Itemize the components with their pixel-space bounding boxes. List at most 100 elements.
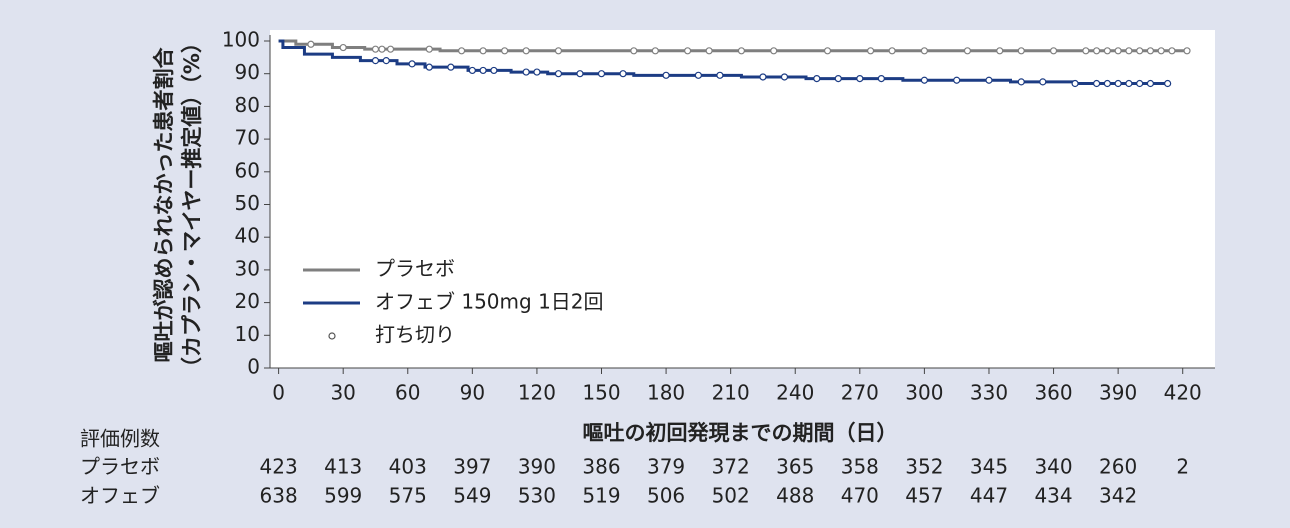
risk-table-title: 評価例数 [80, 427, 160, 451]
risk-value: 506 [647, 484, 685, 508]
censor-mark [522, 47, 530, 55]
censor-mark [457, 47, 466, 55]
risk-value: 365 [776, 455, 814, 479]
censor-mark [1017, 47, 1025, 55]
censor-mark [1093, 79, 1101, 88]
censor-mark [1039, 78, 1047, 86]
censor-mark [1071, 79, 1079, 88]
censor-mark [856, 75, 864, 83]
risk-value: 470 [841, 484, 879, 508]
risk-value: 345 [970, 455, 1008, 479]
censor-mark [1125, 47, 1133, 55]
x-tick-label: 300 [905, 381, 943, 405]
y-tick-label: 60 [235, 158, 260, 182]
plot-area [270, 30, 1215, 368]
legend-label: プラセボ [375, 257, 455, 281]
censor-mark [963, 47, 972, 55]
censor-mark [1164, 79, 1172, 88]
risk-value: 379 [647, 455, 685, 479]
censor-mark [1103, 79, 1111, 88]
censor-mark [1049, 47, 1058, 55]
censor-mark [759, 73, 767, 81]
censor-mark [1157, 47, 1165, 55]
censor-mark [619, 70, 627, 78]
risk-value: 530 [518, 484, 556, 508]
censor-mark [378, 45, 386, 53]
risk-value: 423 [260, 455, 298, 479]
censor-mark [920, 76, 928, 84]
censor-mark [877, 75, 885, 83]
x-tick-label: 330 [970, 381, 1008, 405]
risk-row-name: オフェブ [80, 484, 160, 508]
censor-mark [630, 47, 638, 55]
censor-mark [1183, 47, 1191, 55]
legend-label: オフェブ 150mg 1日2回 [375, 290, 604, 314]
censor-mark [479, 47, 487, 55]
risk-value: 434 [1034, 484, 1072, 508]
x-tick-label: 420 [1164, 381, 1202, 405]
risk-value: 386 [582, 455, 620, 479]
censor-mark [834, 75, 842, 83]
x-tick-label: 90 [460, 381, 485, 405]
risk-row-name: プラセボ [80, 455, 160, 479]
y-tick-label: 0 [247, 355, 260, 379]
y-tick-label: 90 [235, 60, 260, 84]
censor-mark [554, 70, 563, 78]
censor-mark [953, 76, 961, 84]
censor-mark [716, 71, 724, 79]
risk-value: 352 [905, 455, 943, 479]
y-tick-label: 40 [235, 224, 260, 248]
x-tick-label: 360 [1034, 381, 1072, 405]
risk-value: 638 [260, 484, 298, 508]
censor-mark [780, 73, 789, 81]
y-tick-label: 100 [222, 28, 260, 52]
censor-mark [371, 57, 380, 65]
censor-mark [684, 47, 692, 55]
censor-mark [576, 70, 584, 78]
risk-value: 390 [518, 455, 556, 479]
risk-value: 519 [582, 484, 620, 508]
risk-value: 372 [712, 455, 750, 479]
censor-mark [705, 47, 713, 55]
censor-mark [1146, 79, 1155, 88]
censor-mark [425, 45, 433, 53]
risk-value: 502 [712, 484, 750, 508]
censor-mark [985, 76, 993, 84]
risk-value: 403 [389, 455, 427, 479]
censor-mark [996, 47, 1004, 55]
risk-value: 457 [905, 484, 943, 508]
censor-mark [651, 47, 659, 55]
censor-mark [823, 47, 832, 55]
y-tick-label: 30 [235, 256, 260, 280]
censor-mark [1114, 47, 1122, 55]
x-tick-label: 150 [582, 381, 620, 405]
risk-value: 358 [841, 455, 879, 479]
risk-value: 342 [1099, 484, 1137, 508]
censor-mark [770, 47, 778, 55]
x-tick-label: 60 [395, 381, 420, 405]
censor-mark [386, 45, 395, 53]
censor-mark [1146, 47, 1155, 55]
censor-mark [1082, 47, 1090, 55]
x-tick-label: 240 [776, 381, 814, 405]
censor-mark [737, 47, 746, 55]
y-tick-label: 80 [235, 93, 260, 117]
censor-mark [1114, 79, 1122, 88]
y-axis-label: 嘔吐が認められなかった患者割合 [152, 47, 176, 363]
y-tick-label: 70 [235, 126, 260, 150]
risk-value: 2 [1176, 455, 1189, 479]
censor-mark [888, 47, 896, 55]
legend-censor-swatch [328, 332, 336, 340]
risk-value: 575 [389, 484, 427, 508]
x-tick-label: 30 [330, 381, 355, 405]
censor-mark [447, 63, 455, 71]
censor-mark [813, 75, 821, 83]
risk-value: 413 [324, 455, 362, 479]
risk-value: 260 [1099, 455, 1137, 479]
risk-value: 340 [1034, 455, 1072, 479]
censor-mark [468, 66, 476, 75]
censor-mark [371, 45, 380, 53]
y-axis-label: （カプラン・マイヤー推定値）（%） [180, 32, 204, 378]
x-tick-label: 120 [518, 381, 556, 405]
risk-value: 447 [970, 484, 1008, 508]
